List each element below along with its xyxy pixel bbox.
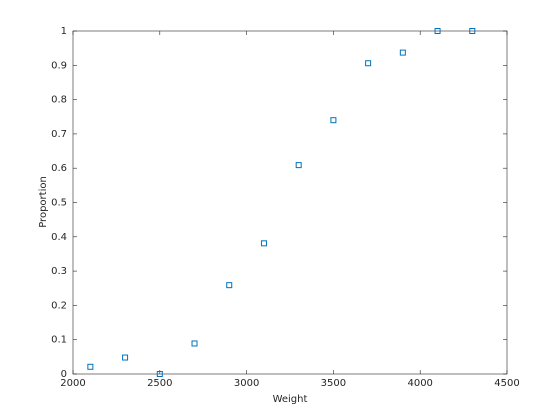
y-tick-label: 0 xyxy=(61,369,67,380)
y-tick-label: 0.1 xyxy=(51,335,67,346)
y-tick-label: 0.6 xyxy=(51,163,67,174)
x-tick-label: 2500 xyxy=(147,378,172,389)
x-tick-label: 4000 xyxy=(407,378,432,389)
point xyxy=(156,371,163,377)
point xyxy=(365,60,372,67)
y-tick-label: 0.3 xyxy=(51,266,67,277)
point xyxy=(191,340,198,347)
point xyxy=(330,117,337,124)
y-tick-label: 0.2 xyxy=(51,300,67,311)
x-axis-label: Weight xyxy=(273,394,308,405)
axes-box xyxy=(72,30,508,375)
plot-area xyxy=(73,31,507,374)
point xyxy=(399,49,406,56)
y-tick-label: 0.7 xyxy=(51,129,67,140)
point xyxy=(469,28,476,34)
y-tick-label: 1 xyxy=(61,26,67,37)
x-tick-label: 3000 xyxy=(234,378,259,389)
x-tick-label: 4500 xyxy=(494,378,519,389)
x-tick-label: 3500 xyxy=(321,378,346,389)
point xyxy=(434,28,441,34)
point xyxy=(122,354,129,361)
y-tick-label: 0.9 xyxy=(51,60,67,71)
point xyxy=(260,240,267,247)
point xyxy=(295,162,302,169)
y-tick-label: 0.5 xyxy=(51,198,67,209)
y-tick-label: 0.8 xyxy=(51,95,67,106)
point xyxy=(87,363,94,370)
x-tick-label: 2000 xyxy=(60,378,85,389)
y-tick-label: 0.4 xyxy=(51,232,67,243)
point xyxy=(226,282,233,289)
y-axis-label: Proportion xyxy=(38,176,49,228)
